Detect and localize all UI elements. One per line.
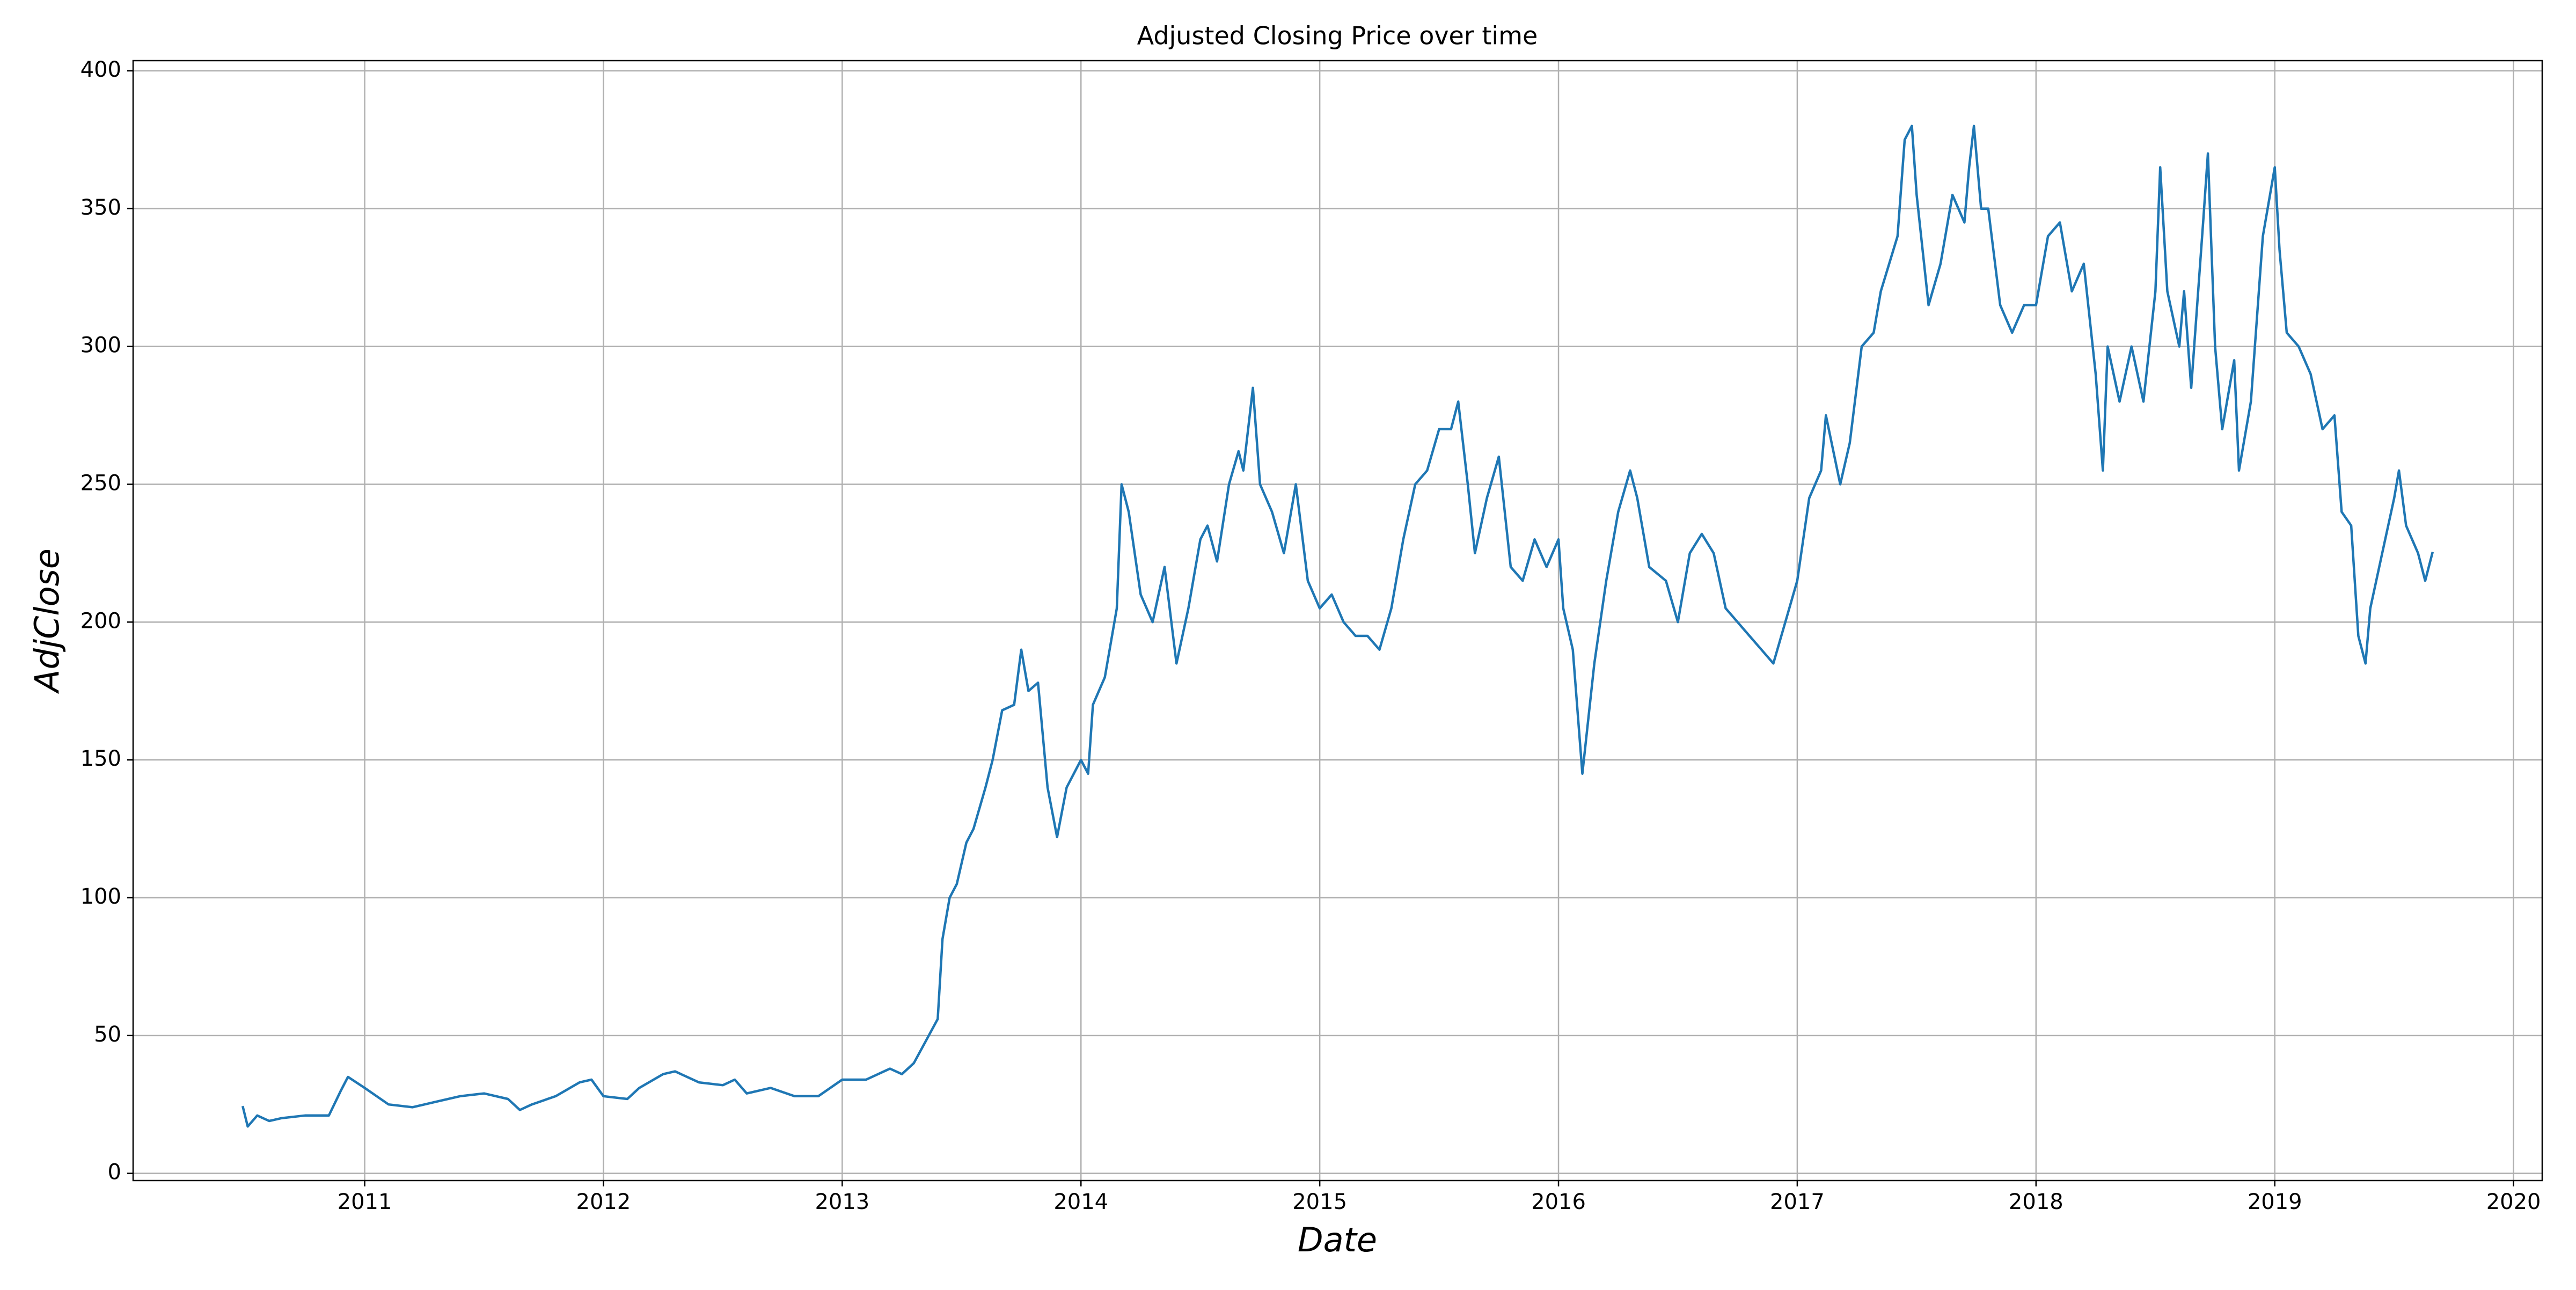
y-tick-label: 100 — [80, 884, 121, 909]
x-tick-label: 2017 — [1770, 1190, 1825, 1214]
y-tick-label: 350 — [80, 195, 121, 220]
y-tick-label: 400 — [80, 57, 121, 82]
x-tick-label: 2013 — [815, 1190, 869, 1214]
y-tick-label: 200 — [80, 609, 121, 633]
y-axis-label: AdjClose — [27, 548, 67, 694]
x-tick-label: 2015 — [1292, 1190, 1347, 1214]
y-tick-label: 50 — [94, 1022, 121, 1047]
x-tick-label: 2014 — [1053, 1190, 1108, 1214]
x-tick-label: 2012 — [576, 1190, 631, 1214]
x-tick-label: 2016 — [1531, 1190, 1586, 1214]
plot-area — [241, 124, 2434, 1128]
ticks: 2011 2012 2013 2014 2015 2016 2017 2018 2019 2020… — [80, 57, 2541, 1214]
y-tick-label: 250 — [80, 471, 121, 495]
x-tick-label: 2019 — [2248, 1190, 2302, 1214]
y-tick-label: 150 — [80, 746, 121, 771]
axes-frame — [132, 60, 2543, 1182]
x-tick-label: 2018 — [2009, 1190, 2063, 1214]
x-axis-label: Date — [1298, 1220, 1377, 1259]
price-line — [241, 124, 2434, 1128]
y-tick-label: 300 — [80, 333, 121, 358]
grid — [133, 61, 2542, 1181]
y-tick-label: 0 — [108, 1160, 121, 1185]
chart-title: Adjusted Closing Price over time — [1137, 21, 1538, 50]
x-tick-label: 2011 — [338, 1190, 392, 1214]
x-tick-label: 2020 — [2486, 1190, 2541, 1214]
